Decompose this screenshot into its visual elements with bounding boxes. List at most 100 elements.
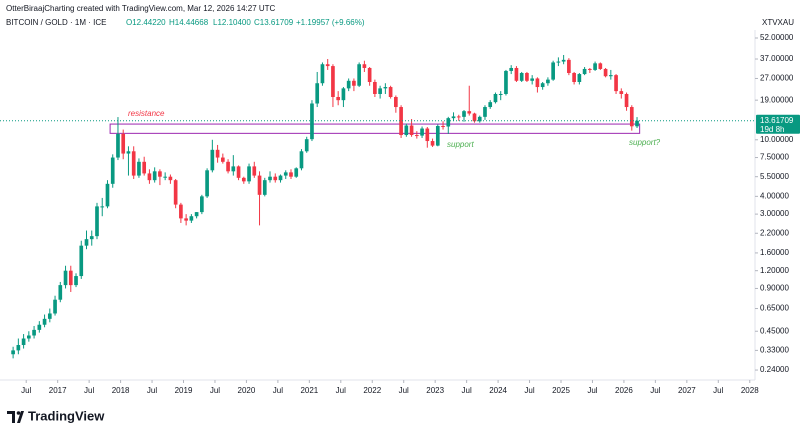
x-tick-label: 2025 [552,386,570,395]
candle-body [593,63,597,70]
candle [399,105,403,138]
candle [304,136,309,153]
candle-body [147,173,152,181]
candle [121,129,126,160]
candle-body [504,70,508,94]
candle-body [236,166,241,178]
candle [561,54,566,65]
x-tick-label: Jul [524,386,534,395]
candle [100,197,105,217]
x-tick-label: Jul [587,386,597,395]
candle [116,117,120,161]
candle-body [394,96,398,108]
candle-body [252,166,257,176]
candle [184,214,188,226]
candle [63,265,68,289]
y-tick-label: 3.00000 [760,209,789,218]
candle-body [179,204,183,219]
candle-body [84,239,89,246]
candle [367,67,372,86]
candle [226,159,230,174]
candle-body [283,172,288,176]
candle [289,169,293,179]
x-tick-label: Jul [84,386,94,395]
candle [588,67,592,74]
candle [629,105,634,131]
candle [74,273,78,288]
x-tick-label: Jul [210,386,220,395]
candle [608,69,613,80]
candle-body [152,171,157,181]
candle [257,171,262,226]
candle [362,60,367,72]
y-tick-label: 0.65000 [760,304,789,313]
candle [27,331,31,342]
candle [456,114,461,121]
candle-body [425,128,430,142]
ohlc-close: C13.61709 [254,18,294,27]
x-tick-label: Jul [336,386,346,395]
x-tick-label: 2023 [426,386,444,395]
x-tick-label: Jul [650,386,660,395]
candle [451,112,456,121]
candle [420,126,424,138]
candle-body [451,116,456,119]
candle [252,161,257,178]
candle-body [519,73,524,81]
candle [21,334,26,349]
candle [598,62,603,70]
candle [79,240,84,279]
candle [388,85,393,99]
candle [352,78,356,92]
y-tick-label: 52.00000 [760,33,794,42]
candle-body [383,87,388,89]
candle [231,155,236,176]
x-tick-label: 2028 [741,386,759,395]
candle-body [456,116,461,118]
y-tick-label: 1.60000 [760,248,789,257]
candle [519,71,524,82]
countdown: 19d 8h [760,125,784,134]
candle-body [362,64,367,68]
candle-body [231,166,236,172]
candle-body [588,68,592,70]
candle-body [173,180,178,205]
candle [68,265,73,292]
candle-body [126,151,131,154]
candle-body [608,75,613,77]
brand-logo [7,411,24,423]
candle [89,230,94,246]
candle-body [299,151,304,169]
candle [320,62,325,86]
candle-body [11,350,15,355]
y-tick-label: 2.20000 [760,228,789,237]
candle-body [446,118,451,127]
candle-body [435,126,440,146]
candle-body [582,68,587,75]
candle-body [131,151,136,176]
candle [325,59,330,70]
candle [341,87,346,108]
candle [268,171,272,183]
candle [215,144,220,163]
candle [42,314,47,328]
candle-body [158,171,162,177]
y-tick-label: 5.50000 [760,172,789,181]
candle-body [21,338,26,346]
candle [16,338,21,355]
candle [163,172,167,181]
candle [273,173,278,183]
last-price-badge [756,114,800,134]
candle [126,146,131,176]
candle [514,66,519,82]
candle [336,91,341,106]
candle-body [530,78,535,81]
y-tick-label: 0.33000 [760,345,789,354]
candle-body [168,176,173,181]
candle [236,165,241,181]
candle [179,202,183,223]
candle-body [420,128,424,136]
candle-body [567,59,571,74]
candle [105,180,110,209]
